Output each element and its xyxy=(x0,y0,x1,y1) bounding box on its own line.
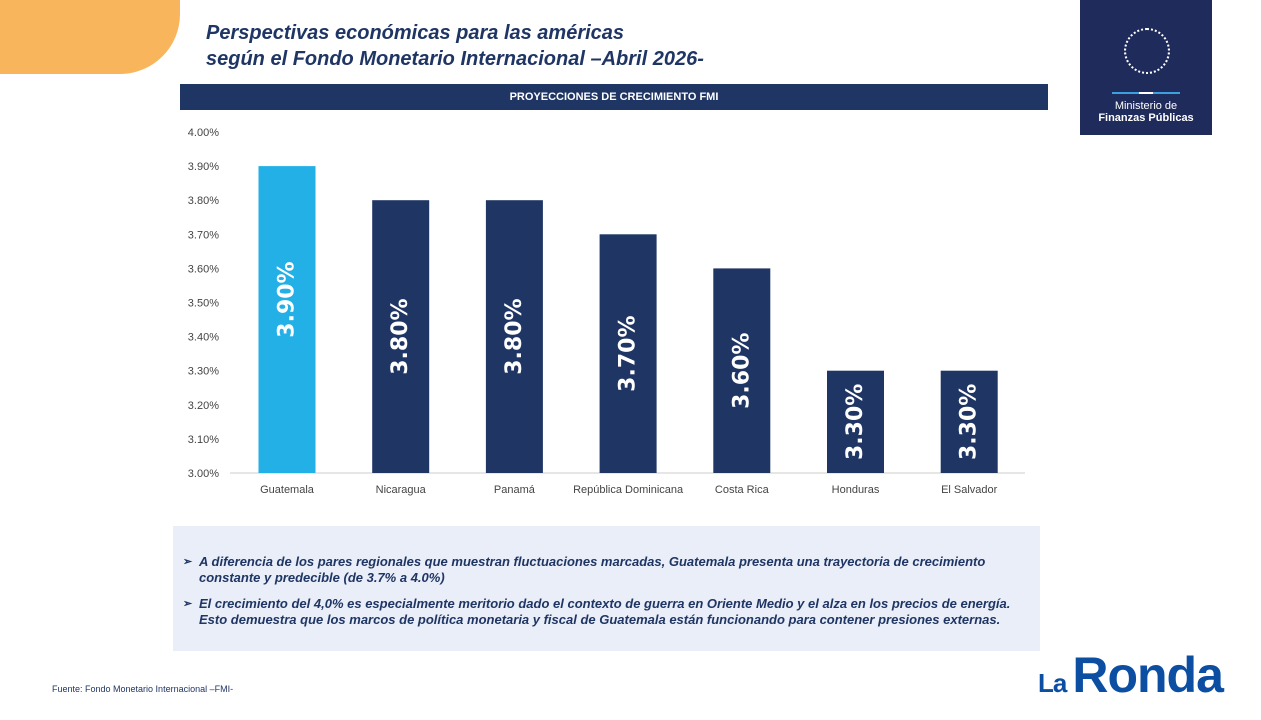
bar xyxy=(372,200,430,473)
x-tick-label: Honduras xyxy=(832,484,880,496)
data-label: 3.90% xyxy=(275,261,300,337)
logo-line-2: Finanzas Públicas xyxy=(1098,112,1194,124)
logo-line-1: Ministerio de xyxy=(1114,100,1178,112)
title-line-1: Perspectivas económicas para las américa… xyxy=(206,22,625,44)
x-tick-label: Panamá xyxy=(494,484,536,496)
note-item: A diferencia de los pares regionales que… xyxy=(183,554,1030,586)
notes-box: A diferencia de los pares regionales que… xyxy=(173,526,1040,651)
x-tick-label: Guatemala xyxy=(260,484,315,496)
data-label: 3.70% xyxy=(616,315,641,391)
chart-title: PROYECCIONES DE CRECIMIENTO FMI xyxy=(180,84,1048,110)
orange-decoration xyxy=(0,0,180,74)
page-title: Perspectivas económicas para las américa… xyxy=(206,20,704,72)
bar xyxy=(485,200,543,473)
y-tick-label: 3.40% xyxy=(188,332,219,344)
bar xyxy=(258,166,316,473)
ministry-logo: Ministerio de Finanzas Públicas xyxy=(1080,0,1212,135)
y-tick-label: 3.00% xyxy=(188,468,219,480)
y-tick-label: 3.90% xyxy=(188,161,219,173)
data-label: 3.60% xyxy=(729,333,754,409)
x-tick-label: República Dominicana xyxy=(573,484,684,496)
y-tick-label: 3.10% xyxy=(188,434,219,446)
x-tick-label: El Salvador xyxy=(941,484,998,496)
y-tick-label: 3.30% xyxy=(188,366,219,378)
y-tick-label: 3.70% xyxy=(188,229,219,241)
x-tick-label: Nicaragua xyxy=(376,484,427,496)
y-tick-label: 3.50% xyxy=(188,298,219,310)
data-label: 3.80% xyxy=(388,298,413,374)
bar-chart: 3.00% 3.10% 3.20% 3.30% 3.40% 3.50% 3.60% 3.70%… xyxy=(188,127,1025,496)
bar xyxy=(713,268,771,473)
source-note: Fuente: Fondo Monetario Internacional –F… xyxy=(52,684,234,694)
bar xyxy=(599,234,657,473)
national-seal-icon xyxy=(1124,28,1170,74)
data-label: 3.80% xyxy=(502,298,527,374)
bar xyxy=(827,370,884,473)
y-tick-label: 3.80% xyxy=(188,195,219,207)
y-tick-label: 4.00% xyxy=(188,127,219,139)
logo-divider xyxy=(1112,92,1180,94)
bar xyxy=(940,370,998,473)
data-label: 3.30% xyxy=(843,384,868,460)
data-label: 3.30% xyxy=(957,384,982,460)
note-item: El crecimiento del 4,0% es especialmente… xyxy=(183,596,1030,628)
title-line-2: según el Fondo Monetario Internacional –… xyxy=(206,48,704,70)
y-tick-label: 3.60% xyxy=(188,263,219,275)
la-ronda-logo: La Ronda xyxy=(1038,647,1224,703)
x-tick-label: Costa Rica xyxy=(715,484,770,496)
y-tick-label: 3.20% xyxy=(188,400,219,412)
